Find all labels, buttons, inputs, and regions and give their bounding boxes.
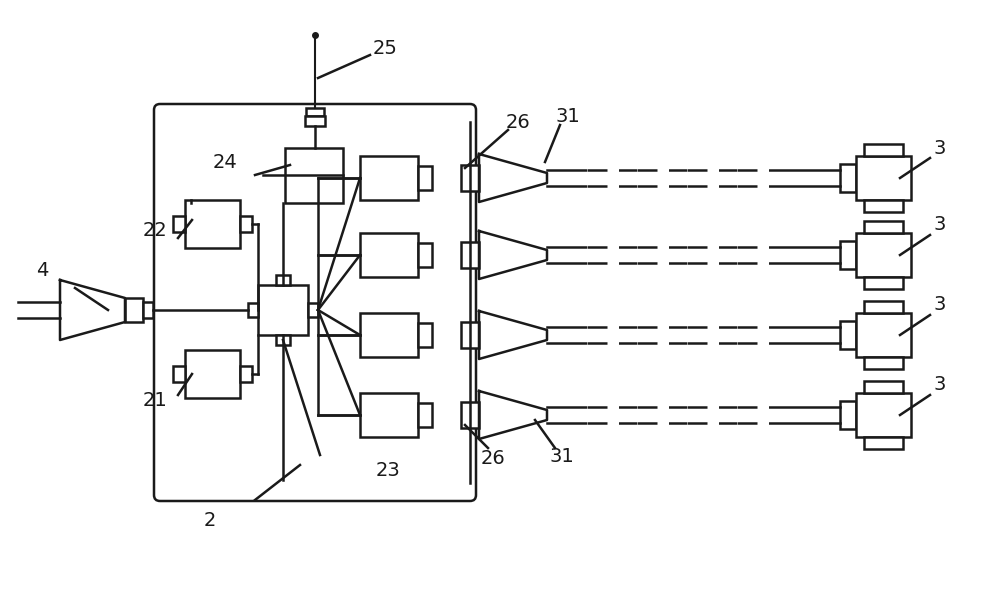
- Text: 22: 22: [143, 221, 167, 240]
- Bar: [864, 357, 903, 369]
- Text: 31: 31: [556, 107, 580, 126]
- Text: 24: 24: [213, 154, 237, 173]
- Bar: [856, 393, 911, 437]
- Text: 3: 3: [934, 215, 946, 234]
- Bar: [308, 303, 318, 317]
- Bar: [840, 321, 856, 349]
- Text: 26: 26: [481, 449, 505, 468]
- Bar: [864, 221, 903, 233]
- Bar: [306, 108, 324, 116]
- Bar: [461, 165, 479, 191]
- Bar: [276, 335, 290, 345]
- Text: 31: 31: [550, 447, 574, 466]
- Text: 3: 3: [934, 296, 946, 315]
- Text: 26: 26: [506, 112, 530, 131]
- Bar: [856, 313, 911, 357]
- Bar: [864, 437, 903, 449]
- Bar: [248, 303, 258, 317]
- Text: 2: 2: [204, 511, 216, 530]
- Bar: [864, 200, 903, 212]
- Bar: [185, 350, 240, 398]
- Bar: [840, 401, 856, 429]
- Bar: [360, 233, 418, 277]
- Bar: [360, 393, 418, 437]
- Bar: [173, 216, 185, 232]
- Bar: [418, 166, 432, 190]
- Bar: [125, 298, 143, 322]
- Bar: [285, 148, 343, 203]
- Bar: [305, 116, 325, 126]
- Bar: [864, 144, 903, 156]
- Bar: [864, 301, 903, 313]
- Bar: [240, 366, 252, 382]
- Bar: [856, 233, 911, 277]
- Bar: [240, 216, 252, 232]
- Bar: [173, 366, 185, 382]
- Bar: [856, 156, 911, 200]
- Bar: [360, 313, 418, 357]
- Text: 3: 3: [934, 375, 946, 394]
- Bar: [258, 285, 308, 335]
- Text: 21: 21: [143, 390, 167, 409]
- Bar: [864, 277, 903, 289]
- Bar: [418, 243, 432, 267]
- FancyBboxPatch shape: [154, 104, 476, 501]
- Bar: [360, 156, 418, 200]
- Text: 23: 23: [376, 461, 400, 480]
- Text: 3: 3: [934, 139, 946, 158]
- Bar: [840, 164, 856, 192]
- Bar: [461, 402, 479, 428]
- Bar: [185, 200, 240, 248]
- Bar: [418, 323, 432, 347]
- Bar: [864, 381, 903, 393]
- Text: 25: 25: [373, 39, 397, 58]
- Bar: [276, 275, 290, 285]
- Bar: [840, 241, 856, 269]
- Bar: [418, 403, 432, 427]
- Bar: [143, 302, 153, 318]
- Bar: [461, 322, 479, 348]
- Bar: [461, 242, 479, 268]
- Text: 4: 4: [36, 261, 48, 280]
